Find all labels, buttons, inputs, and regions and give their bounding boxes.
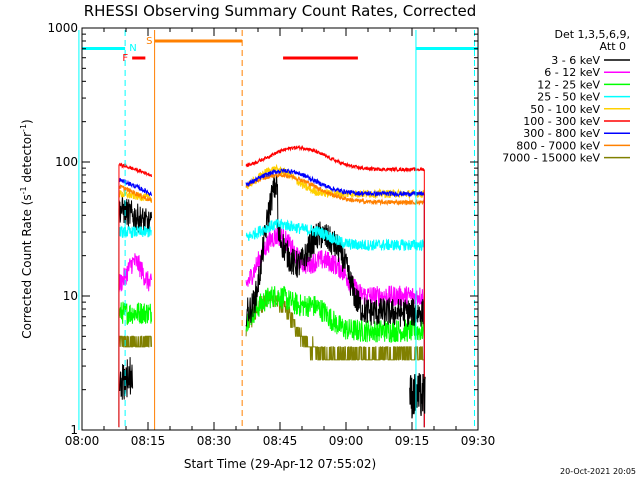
- y-axis-label-mid: detector: [20, 132, 34, 187]
- legend-label: 800 - 7000 keV: [516, 139, 600, 152]
- series-line: [245, 144, 425, 173]
- series-line: [245, 291, 425, 361]
- y-tick-label: 1: [70, 423, 78, 437]
- series-line: [245, 227, 425, 308]
- legend-label: 100 - 300 keV: [523, 115, 600, 128]
- axis-layer: 1 10 100 1000 08:00 08:15 08:30 08:45 09:00 09:15…: [47, 21, 495, 448]
- y-axis-label-sup1: -1: [19, 186, 28, 194]
- chart-title: RHESSI Observing Summary Count Rates, Co…: [84, 2, 477, 20]
- y-axis-label-end: ): [20, 119, 34, 124]
- x-tick-label: 08:30: [197, 434, 232, 448]
- y-axis-label-main: Corrected Count Rate (s: [20, 194, 34, 338]
- flare-flag-label: F: [122, 53, 128, 64]
- generation-timestamp: 20-Oct-2021 20:05: [560, 467, 636, 476]
- series-line: [245, 172, 425, 327]
- series-line: [118, 224, 152, 238]
- legend-label: 6 - 12 keV: [544, 66, 600, 79]
- series-line: [409, 373, 426, 419]
- flag-layer: FNS: [78, 30, 478, 430]
- series-line: [118, 162, 152, 177]
- x-tick-label: 09:30: [461, 434, 496, 448]
- legend-label: 25 - 50 keV: [537, 91, 600, 104]
- legend-header-attenuator: Att 0: [600, 40, 626, 53]
- legend-label: 50 - 100 keV: [530, 103, 600, 116]
- legend-label: 300 - 800 keV: [523, 127, 600, 140]
- legend-label: 3 - 6 keV: [551, 54, 600, 67]
- y-axis-label-sup2: -1: [19, 124, 28, 132]
- y-tick-label: 10: [63, 289, 78, 303]
- series-line: [119, 357, 134, 400]
- night-flag-label: N: [129, 43, 136, 54]
- series-line: [245, 168, 425, 198]
- y-tick-label: 100: [55, 155, 78, 169]
- x-tick-label: 08:00: [65, 434, 100, 448]
- series-line: [118, 184, 152, 203]
- y-axis-label: Corrected Count Rate (s-1 detector-1): [19, 119, 34, 338]
- x-tick-label: 08:15: [131, 434, 166, 448]
- legend-label: 7000 - 15000 keV: [502, 152, 600, 165]
- x-tick-label: 09:15: [395, 434, 430, 448]
- x-axis-label: Start Time (29-Apr-12 07:55:02): [184, 457, 376, 471]
- series-line: [245, 171, 425, 207]
- series-line: [118, 301, 152, 326]
- saa-flag-label: S: [146, 36, 152, 47]
- legend-header-detectors: Det 1,3,5,6,9,: [554, 28, 630, 41]
- series-line: [245, 285, 425, 344]
- series-line: [118, 177, 152, 197]
- data-layer: [118, 144, 426, 428]
- x-tick-label: 08:45: [263, 434, 298, 448]
- legend-label: 12 - 25 keV: [537, 78, 600, 91]
- series-line: [118, 335, 152, 348]
- series-line: [245, 218, 425, 252]
- x-tick-label: 09:00: [329, 434, 364, 448]
- y-tick-label: 1000: [47, 21, 78, 35]
- series-line: [118, 253, 152, 293]
